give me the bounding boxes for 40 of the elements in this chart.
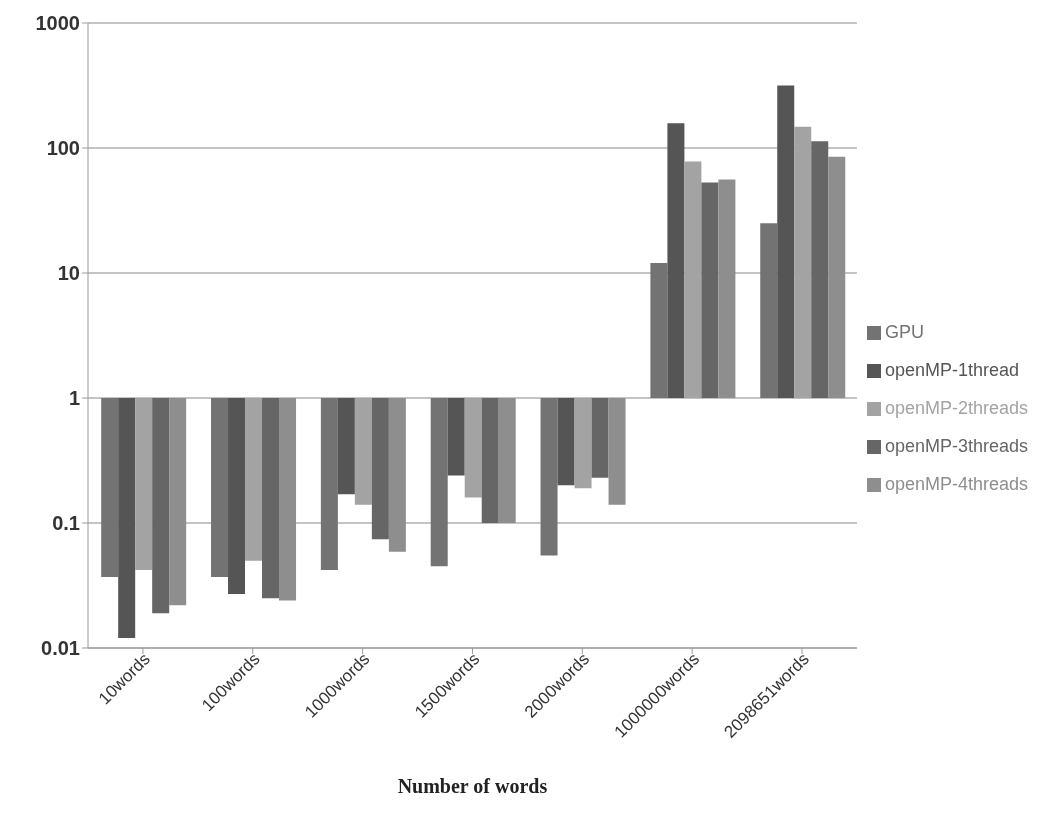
bar xyxy=(684,161,702,398)
bar xyxy=(101,398,119,577)
bar xyxy=(701,182,719,398)
bar xyxy=(337,398,355,495)
bar xyxy=(320,398,338,571)
y-tick-label: 0.01 xyxy=(41,637,80,660)
bar xyxy=(447,398,465,476)
bar xyxy=(760,223,778,398)
bar xyxy=(262,398,280,599)
bar xyxy=(591,398,609,478)
bar xyxy=(354,398,372,505)
legend-label: openMP-4threads xyxy=(884,474,1028,494)
bar xyxy=(135,398,153,571)
bar xyxy=(464,398,482,498)
bar xyxy=(430,398,448,567)
bar xyxy=(481,398,499,523)
y-tick-label: 1000 xyxy=(35,12,80,35)
x-axis-title: Number of words xyxy=(397,775,548,797)
legend-label: GPU xyxy=(884,322,924,342)
bar xyxy=(794,126,812,398)
y-tick-label: 0.1 xyxy=(52,512,80,535)
bar xyxy=(152,398,170,614)
y-tick-label: 1 xyxy=(68,387,80,410)
y-tick-label: 100 xyxy=(46,137,80,160)
bar xyxy=(118,398,136,639)
legend-label: openMP-3threads xyxy=(884,436,1028,456)
bar xyxy=(777,85,795,398)
bar xyxy=(540,398,558,556)
bar xyxy=(228,398,246,595)
bar xyxy=(245,398,263,561)
bar xyxy=(667,123,685,398)
bar xyxy=(650,263,668,398)
bar xyxy=(557,398,575,486)
y-tick-label: 10 xyxy=(57,262,80,285)
legend-label: openMP-1thread xyxy=(884,360,1019,380)
bar xyxy=(371,398,389,540)
legend-label: openMP-2threads xyxy=(884,398,1028,418)
bar xyxy=(574,398,592,489)
bar xyxy=(211,398,229,577)
bar xyxy=(811,141,829,398)
